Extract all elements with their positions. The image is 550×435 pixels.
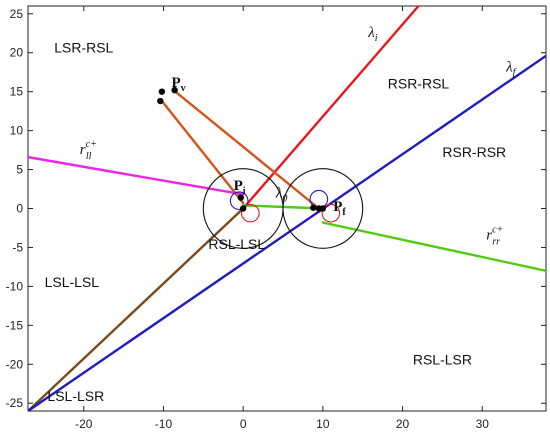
annotation-p-v: Pv [171, 75, 185, 94]
y-tick-label: 10 [10, 124, 24, 138]
series-line [321, 221, 546, 273]
annotation-sub: ll [86, 151, 92, 162]
annotation-sub: rr [492, 237, 500, 248]
label-layer: LSR-RSL RSR-RSL RSR-RSR RSL-LSL LSL-LSL RSL-L… [45, 25, 517, 404]
series-line [241, 6, 420, 210]
annotation-sub: f [513, 67, 517, 78]
series-line [160, 99, 245, 205]
annotation-r-rr: rc+ rr [486, 225, 503, 248]
y-tick-label: -5 [12, 240, 23, 254]
annotation-r-ll: rc+ ll [80, 139, 97, 162]
y-tick-label: -15 [6, 318, 24, 332]
series-line [28, 207, 245, 411]
turn-circle [241, 203, 260, 223]
annotation-base: P [171, 75, 180, 91]
turn-circle [229, 191, 249, 211]
annotation-sub: f [342, 207, 346, 218]
x-tick-label: 30 [476, 417, 490, 431]
series-line [28, 155, 245, 196]
region-label: RSR-RSL [388, 76, 450, 92]
annotation-base: λ [367, 25, 375, 41]
annotation-sup: c+ [86, 139, 97, 150]
annotation-lambda-i: λi [367, 25, 378, 44]
annotation-base: r [80, 142, 86, 158]
y-tick-label: -20 [6, 357, 24, 371]
region-label: LSR-RSL [54, 40, 113, 56]
region-label: LSL-LSL [45, 274, 100, 290]
data-point [157, 97, 164, 105]
region-label: RSL-LSL [208, 236, 265, 252]
series-line [28, 54, 546, 411]
y-tick-label: 5 [16, 163, 23, 177]
x-tick-label: 0 [240, 417, 247, 431]
plot-layer [28, 6, 546, 411]
annotation-sub: 0 [282, 194, 287, 205]
x-tick-label: 10 [316, 417, 330, 431]
y-tick-label: 0 [16, 202, 23, 216]
data-point [158, 88, 166, 95]
annotation-sub: i [243, 186, 246, 197]
annotation-sub: i [375, 33, 378, 44]
annotation-lambda-0: λ0 [275, 186, 288, 205]
annotation-p-i: Pi [234, 178, 246, 197]
annotation-base: P [234, 178, 243, 194]
axes-layer: -20 -10 0 10 20 30 -25 -20 -15 -10 -5 0 5 10 15 20 25 [6, 6, 546, 431]
annotation-lambda-f: λf [505, 59, 516, 78]
data-point [239, 205, 247, 212]
data-point [171, 86, 178, 94]
turn-circle [321, 203, 341, 223]
annotation-base: λ [505, 59, 513, 75]
x-tick-label: 20 [396, 417, 410, 431]
data-point [237, 194, 244, 201]
turn-circle [282, 168, 364, 249]
annotation-base: r [486, 228, 492, 244]
y-tick-label: -10 [6, 279, 24, 293]
annotation-p-f: Pf [333, 199, 346, 218]
annotation-base: P [333, 199, 342, 215]
region-label: LSL-LSR [47, 388, 104, 404]
x-tick-label: -20 [75, 417, 93, 431]
region-label: RSR-RSR [442, 144, 506, 160]
annotation-sub: v [181, 83, 186, 94]
annotation-sup: c+ [492, 225, 503, 236]
y-tick-label: 20 [10, 46, 24, 60]
plot-frame [27, 5, 547, 412]
series-line [174, 90, 321, 210]
y-tick-label: 15 [10, 85, 24, 99]
y-tick-label: -25 [6, 396, 24, 410]
region-label: RSL-LSR [413, 351, 472, 367]
x-tick-label: -10 [155, 417, 173, 431]
y-tick-label: 25 [10, 7, 24, 21]
annotation-base: λ [275, 186, 283, 202]
data-point [310, 204, 317, 211]
data-point [319, 205, 327, 212]
